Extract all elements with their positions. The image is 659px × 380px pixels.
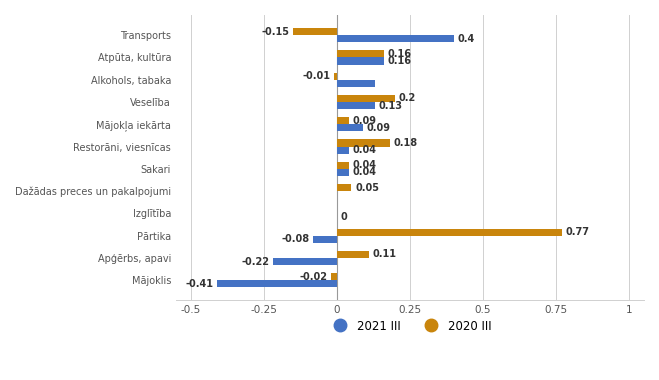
Text: 0.13: 0.13 [378,101,403,111]
Bar [337,124,363,131]
Text: -0.01: -0.01 [302,71,330,81]
Text: 0.16: 0.16 [387,56,411,66]
Text: 0.2: 0.2 [399,93,416,103]
Text: 0: 0 [341,212,347,222]
Bar [337,102,375,109]
Text: 0.04: 0.04 [352,160,376,170]
Bar [337,35,454,42]
Bar [331,273,337,280]
Bar [337,169,349,176]
Text: 0.18: 0.18 [393,138,417,148]
Bar [337,95,395,102]
Text: 0.09: 0.09 [352,116,376,126]
Bar [273,258,337,265]
Legend: 2021 III, 2020 III: 2021 III, 2020 III [323,315,497,337]
Text: 0.05: 0.05 [355,182,379,193]
Text: -0.08: -0.08 [282,234,310,244]
Text: 0.4: 0.4 [457,34,474,44]
Text: -0.02: -0.02 [299,272,328,282]
Bar [337,139,389,147]
Bar [334,73,337,80]
Bar [337,117,349,124]
Bar [337,251,369,258]
Bar [337,50,384,57]
Text: -0.41: -0.41 [185,279,214,289]
Text: 0.16: 0.16 [387,49,411,59]
Text: 0.04: 0.04 [352,168,376,177]
Text: 0.09: 0.09 [366,123,391,133]
Text: -0.15: -0.15 [262,27,289,36]
Bar [314,236,337,243]
Bar [337,162,349,169]
Bar [337,184,351,191]
Bar [337,80,375,87]
Text: 0.77: 0.77 [565,227,590,237]
Bar [337,229,562,236]
Bar [337,57,384,65]
Bar [337,147,349,154]
Text: -0.22: -0.22 [241,256,269,267]
Text: 0.04: 0.04 [352,145,376,155]
Text: 0.11: 0.11 [372,249,397,260]
Bar [217,280,337,287]
Bar [293,28,337,35]
